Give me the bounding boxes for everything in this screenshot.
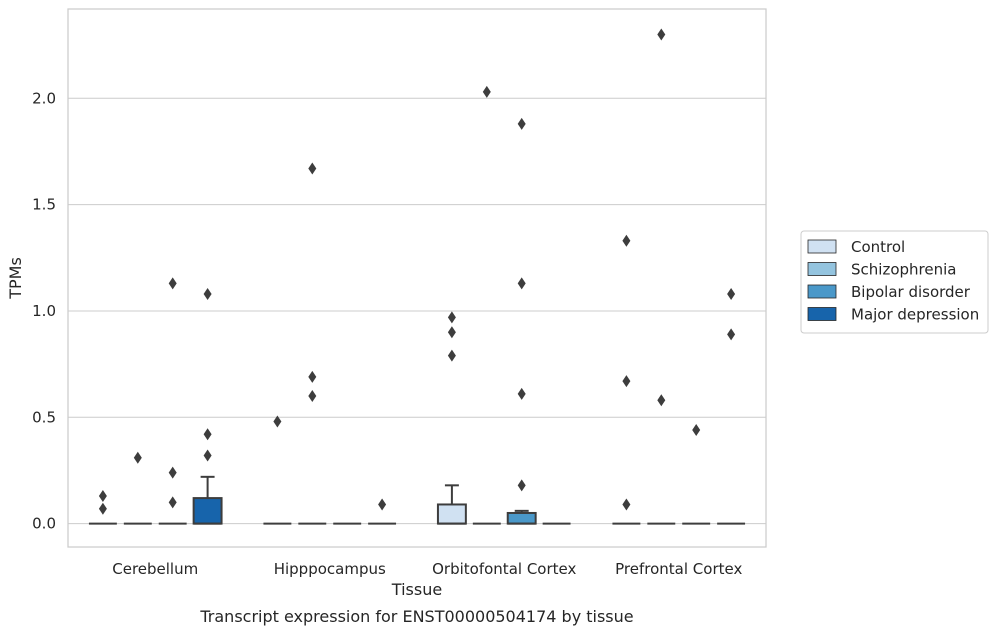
outlier-point (517, 117, 526, 130)
outlier-point (98, 502, 107, 515)
outlier-point (168, 496, 177, 509)
outlier-point (622, 375, 631, 388)
x-axis-title: Tissue (391, 580, 442, 599)
outlier-point (482, 85, 491, 98)
x-tick-labels: Cerebellum Hipppocampus Orbitofontal Corte… (112, 560, 742, 578)
y-tick-label: 1.0 (32, 302, 56, 320)
outliers (98, 28, 736, 515)
legend-label: Bipolar disorder (851, 283, 971, 301)
x-tick-label: Cerebellum (112, 560, 198, 578)
box-body (436, 503, 467, 525)
outlier-point (727, 328, 736, 341)
outlier-point (308, 162, 317, 175)
y-tick-label: 1.5 (32, 196, 56, 214)
outlier-point (308, 390, 317, 403)
legend-frame (800, 230, 989, 334)
outlier-point (273, 415, 282, 428)
boxes (88, 475, 746, 525)
box-bipolar-disorder (506, 509, 537, 525)
outlier-point (447, 349, 456, 362)
legend-label: Schizophrenia (851, 261, 956, 279)
legend-swatch (807, 284, 837, 299)
outlier-point (133, 451, 142, 464)
box-major-depression (192, 475, 223, 525)
outlier-point (447, 311, 456, 324)
y-tick-label: 0.5 (32, 408, 56, 426)
legend: Control Schizophrenia Bipolar disorder Majo… (800, 230, 989, 334)
legend-items: Control Schizophrenia Bipolar disorder Majo… (807, 238, 979, 324)
box-body (192, 497, 223, 525)
y-tick-label: 2.0 (32, 89, 56, 107)
legend-swatch (807, 239, 837, 254)
legend-swatch (807, 262, 837, 276)
outlier-point (622, 498, 631, 511)
legend-swatch (807, 307, 837, 321)
outlier-point (517, 387, 526, 400)
legend-label: Major depression (851, 306, 979, 324)
x-tick-label: Hipppocampus (274, 560, 386, 578)
outlier-point (657, 394, 666, 407)
outlier-point (517, 479, 526, 492)
y-axis-title: TPMs (6, 257, 25, 300)
box-control (436, 484, 467, 525)
outlier-point (657, 28, 666, 41)
legend-label: Control (851, 238, 905, 256)
chart-caption: Transcript expression for ENST0000050417… (199, 607, 633, 626)
plot-area-frame (67, 8, 767, 548)
x-tick-label: Prefrontal Cortex (615, 560, 742, 578)
outlier-point (203, 428, 212, 441)
outlier-point (168, 466, 177, 479)
outlier-point (622, 234, 631, 247)
y-tick-label: 0.0 (32, 515, 56, 533)
x-tick-label: Orbitofontal Cortex (432, 560, 576, 578)
box-body (506, 511, 537, 525)
outlier-point (168, 277, 177, 290)
outlier-point (203, 449, 212, 462)
outlier-point (378, 498, 387, 511)
outlier-point (517, 277, 526, 290)
outlier-point (692, 424, 701, 437)
gridlines (68, 97, 766, 525)
y-tick-labels: 0.0 0.5 1.0 1.5 2.0 (32, 89, 56, 532)
outlier-point (447, 326, 456, 339)
outlier-point (727, 287, 736, 300)
outlier-point (203, 287, 212, 300)
outlier-point (308, 370, 317, 383)
outlier-point (98, 489, 107, 502)
